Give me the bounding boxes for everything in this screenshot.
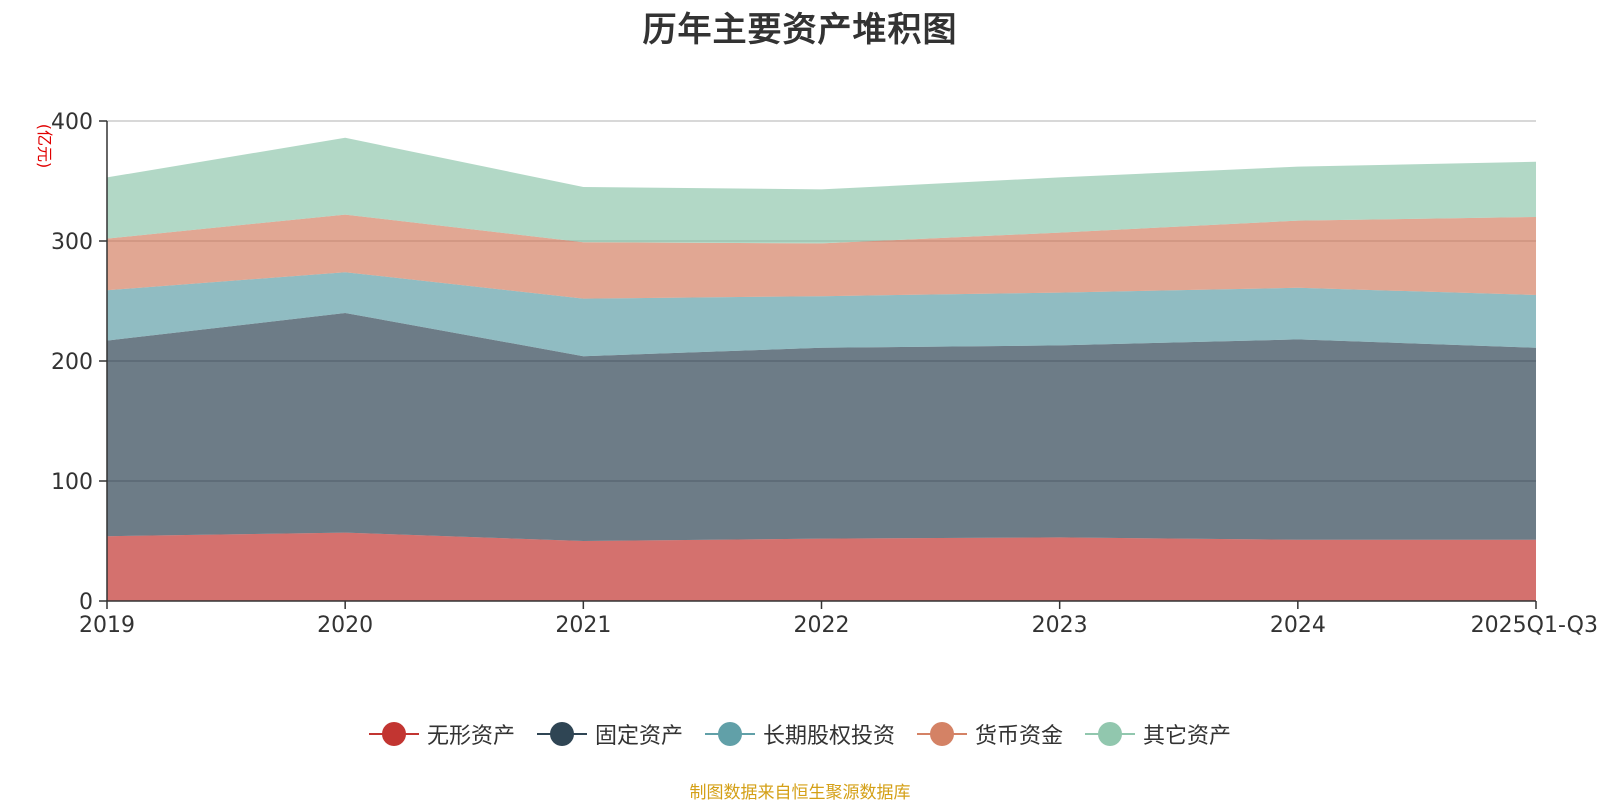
x-tick-label-0: 2019 bbox=[79, 613, 135, 638]
y-axis-unit-label: (亿元) bbox=[35, 124, 54, 169]
y-tick-label-100: 100 bbox=[51, 470, 93, 495]
legend-item-3[interactable]: 货币资金 bbox=[917, 718, 1063, 750]
legend-item-2[interactable]: 长期股权投资 bbox=[704, 718, 895, 750]
x-tick-label-1: 2020 bbox=[317, 613, 373, 638]
legend: 无形资产 固定资产 长期股权投资 货币资金 其它资产 bbox=[0, 716, 1600, 752]
legend-label: 货币资金 bbox=[975, 724, 1064, 749]
legend-label: 无形资产 bbox=[426, 724, 515, 749]
area-series-0 bbox=[107, 532, 1536, 601]
x-tick-label-4: 2023 bbox=[1032, 613, 1088, 638]
y-tick-label-400: 400 bbox=[51, 110, 93, 135]
area-series-3 bbox=[107, 214, 1536, 299]
y-tick-label-200: 200 bbox=[51, 350, 93, 375]
area-series bbox=[107, 137, 1536, 601]
x-tick-label-5: 2024 bbox=[1270, 613, 1326, 638]
stacked-area-chart: 0 100 200 300 400 2019 2020 2021 2022 2023 2024 202… bbox=[35, 110, 1598, 638]
legend-label: 其它资产 bbox=[1143, 724, 1232, 749]
legend-item-4[interactable]: 其它资产 bbox=[1085, 718, 1231, 750]
axes bbox=[99, 120, 1537, 609]
legend-marker-icon bbox=[1085, 721, 1136, 747]
legend-marker-icon bbox=[704, 721, 755, 747]
legend-item-1[interactable]: 固定资产 bbox=[536, 718, 683, 750]
legend-item-0[interactable]: 无形资产 bbox=[368, 718, 515, 750]
legend-label: 长期股权投资 bbox=[762, 724, 895, 749]
area-series-4 bbox=[107, 137, 1536, 244]
tick-labels: 0 100 200 300 400 2019 2020 2021 2022 2023 2024 202… bbox=[51, 110, 1598, 638]
area-series-2 bbox=[107, 272, 1536, 357]
legend-marker-icon bbox=[536, 721, 587, 747]
legend-marker-icon bbox=[368, 721, 419, 747]
x-tick-label-2: 2021 bbox=[555, 613, 611, 638]
legend-label: 固定资产 bbox=[594, 724, 683, 749]
y-tick-label-300: 300 bbox=[51, 230, 93, 255]
x-tick-label-6: 2025Q1-Q3 bbox=[1471, 613, 1598, 638]
area-series-1 bbox=[107, 313, 1536, 541]
source-note: 制图数据来自恒生聚源数据库 bbox=[689, 783, 911, 803]
legend-marker-icon bbox=[917, 721, 967, 747]
y-tick-label-0: 0 bbox=[79, 590, 93, 615]
chart-title: 历年主要资产堆积图 bbox=[642, 10, 958, 50]
x-tick-label-3: 2022 bbox=[794, 613, 850, 638]
